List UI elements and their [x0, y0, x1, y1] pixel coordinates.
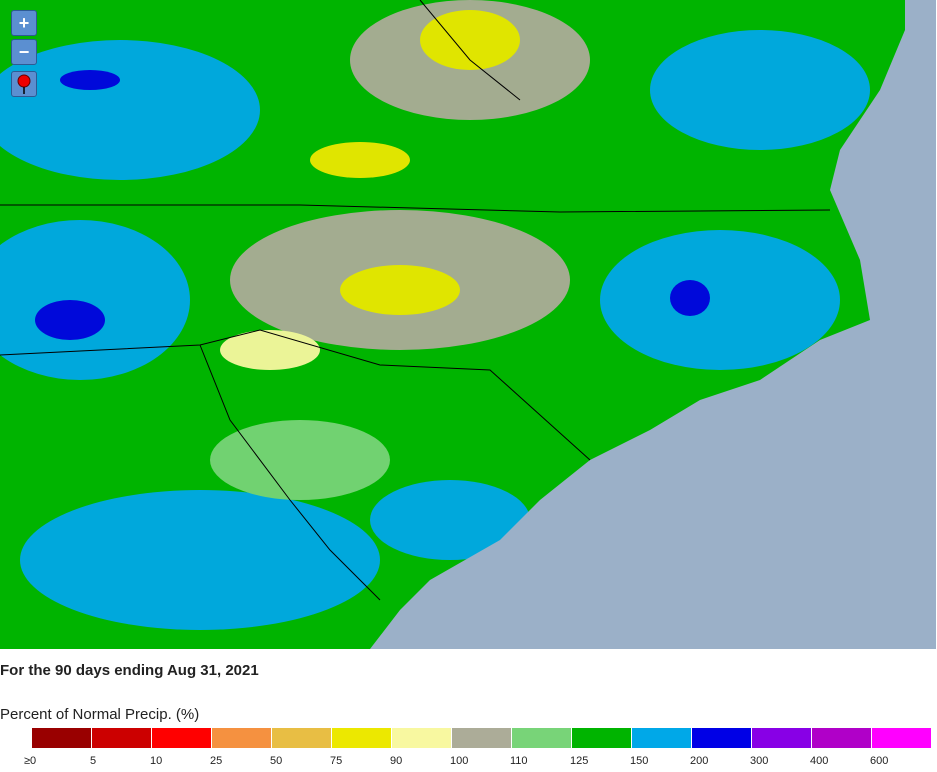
legend-label: 110	[510, 755, 528, 767]
location-button[interactable]	[11, 71, 37, 97]
caption: For the 90 days ending Aug 31, 2021	[0, 662, 259, 679]
legend-swatch	[92, 728, 151, 748]
legend-label: 50	[270, 755, 282, 767]
legend-swatch	[272, 728, 331, 748]
legend-swatch	[392, 728, 451, 748]
legend-swatch	[332, 728, 391, 748]
legend-label: 10	[150, 755, 162, 767]
legend-swatch	[152, 728, 211, 748]
legend-label: 100	[450, 755, 468, 767]
legend-title: Percent of Normal Precip. (%)	[0, 706, 200, 723]
legend-label: 75	[330, 755, 342, 767]
legend-swatch	[512, 728, 571, 748]
legend-swatch	[872, 728, 931, 748]
legend-label: 150	[630, 755, 648, 767]
legend-label: ≥0	[24, 755, 36, 767]
legend-swatch	[452, 728, 511, 748]
legend-swatch	[212, 728, 271, 748]
legend-swatch	[32, 728, 91, 748]
zoom-in-button[interactable]: +	[11, 10, 37, 36]
pin-icon	[17, 74, 31, 94]
legend-swatch	[692, 728, 751, 748]
map	[0, 0, 936, 649]
zoom-out-button[interactable]: −	[11, 39, 37, 65]
legend-label: 600	[870, 755, 888, 767]
legend-label: 300	[750, 755, 768, 767]
legend-label: 125	[570, 755, 588, 767]
ocean	[370, 0, 936, 649]
legend-swatch	[632, 728, 691, 748]
legend-label: 400	[810, 755, 828, 767]
legend-swatch	[752, 728, 811, 748]
legend-label: 90	[390, 755, 402, 767]
legend-label: 200	[690, 755, 708, 767]
state-borders	[0, 0, 831, 601]
legend-label: 25	[210, 755, 222, 767]
legend-label: 5	[90, 755, 96, 767]
legend: ≥0 5 10 25 50 75 90 100 110 125 150 200 300 400 600	[24, 728, 931, 767]
legend-swatch	[812, 728, 871, 748]
legend-swatch	[572, 728, 631, 748]
precip-patches	[0, 0, 870, 630]
